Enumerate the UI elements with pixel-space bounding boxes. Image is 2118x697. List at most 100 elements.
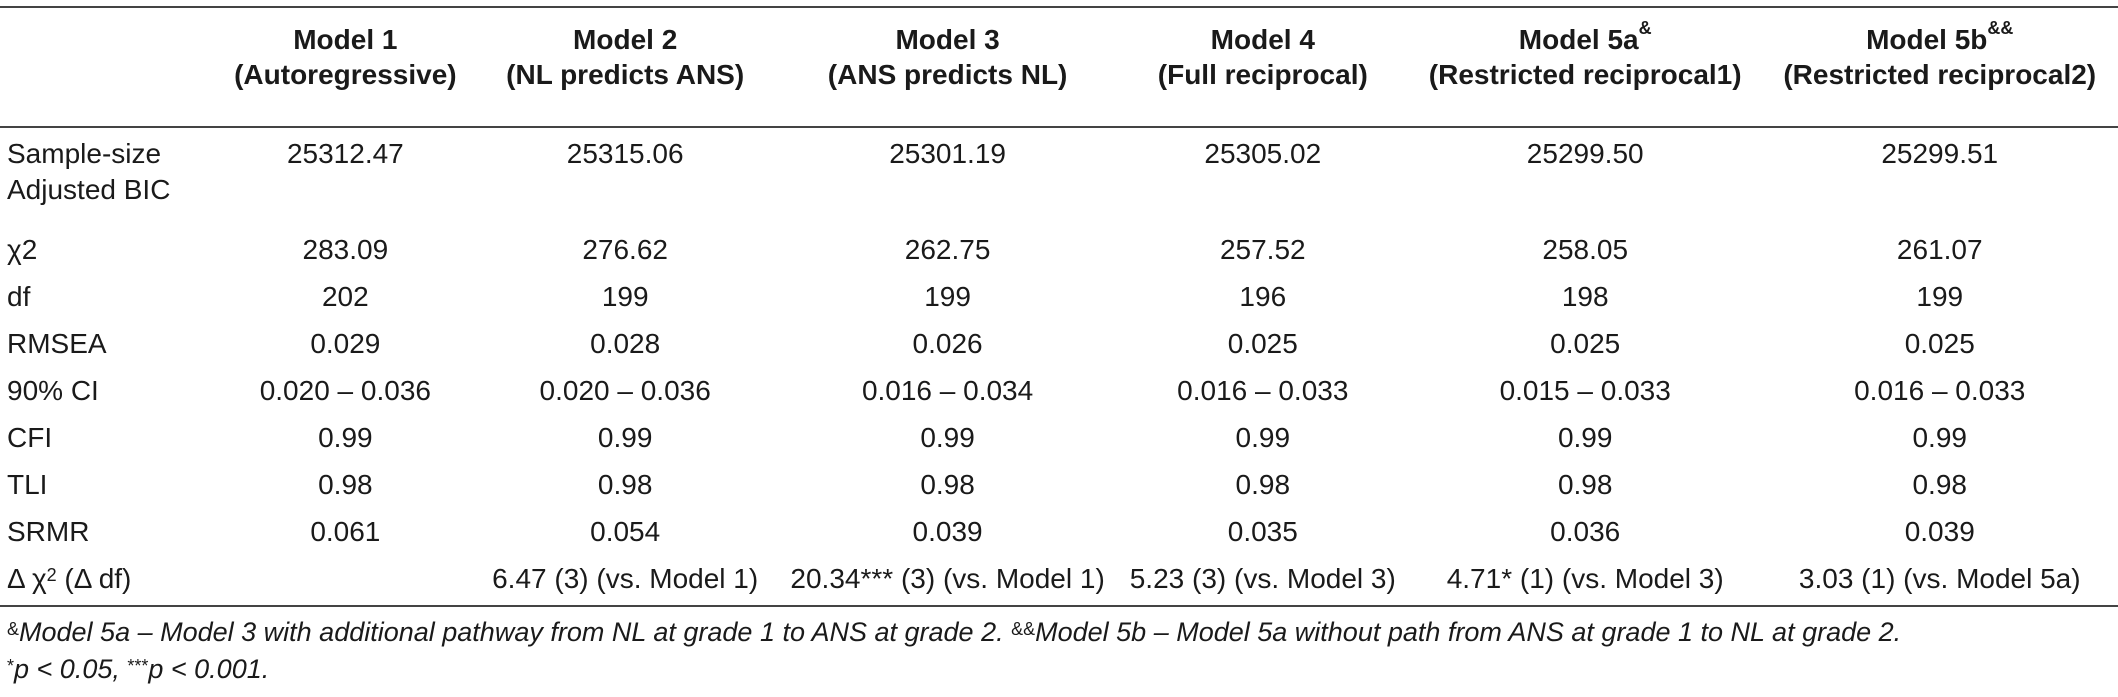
table-cell: 199	[601, 281, 649, 312]
table-cell: 4.71* (1) (vs. Model 3)	[1446, 563, 1724, 594]
row-label: χ2	[7, 234, 38, 265]
header-rule	[0, 126, 2118, 128]
table-cell: 276.62	[582, 234, 668, 265]
table-cell: 5.23 (3) (vs. Model 3)	[1129, 563, 1396, 594]
row-label: 90% CI	[7, 375, 99, 406]
row-label-line-2: Adjusted BIC	[7, 174, 171, 205]
table-cell: 0.025	[1227, 328, 1298, 359]
table-cell: 283.09	[302, 234, 389, 265]
table-row-cfi: CFI 0.99 0.99 0.99 0.99 0.99 0.99	[0, 415, 2118, 462]
table-cell: 0.99	[1912, 422, 1967, 453]
row-label: SRMR	[7, 516, 90, 547]
footnote-mark: &&	[1987, 18, 2014, 38]
footnote-text: Model 5b – Model 5a without path from AN…	[1035, 617, 1902, 647]
column-name: Model 1	[293, 24, 398, 55]
row-label: RMSEA	[7, 328, 107, 359]
table-cell: 25299.51	[1881, 138, 1999, 169]
table-cell: 25312.47	[286, 138, 404, 169]
row-label: TLI	[7, 469, 48, 500]
table-cell: 25315.06	[566, 138, 684, 169]
table-cell: 0.99	[1235, 422, 1291, 453]
row-label: Δ χ2 (Δ df)	[0, 556, 219, 603]
footnote-text: p < 0.05,	[14, 654, 128, 684]
model-fit-table: Model 1 (Autoregressive) Model 2 (NL pre…	[0, 8, 2118, 603]
table-cell: 3.03 (1) (vs. Model 5a)	[1798, 563, 2081, 594]
table-row-chi-square: χ2 283.09 276.62 262.75 257.52 258.05 26…	[0, 227, 2118, 274]
table-cell: 0.026	[912, 328, 983, 359]
column-header-model-3: Model 3 (ANS predicts NL)	[779, 8, 1117, 126]
table-cell: 20.34*** (3) (vs. Model 1)	[790, 563, 1105, 594]
table-cell: 0.016 – 0.034	[861, 375, 1034, 406]
table-row-tli: TLI 0.98 0.98 0.98 0.98 0.98 0.98	[0, 462, 2118, 509]
table-cell: 202	[321, 281, 369, 312]
table-row-srmr: SRMR 0.061 0.054 0.039 0.035 0.036 0.039	[0, 509, 2118, 556]
table-footnotes: &Model 5a – Model 3 with additional path…	[7, 614, 2112, 688]
footnote-text: Model 5a – Model 3 with additional pathw…	[19, 617, 1004, 647]
table-row-bic: Sample-size Adjusted BIC 25312.47 25315.…	[0, 126, 2118, 227]
table-cell: 257.52	[1219, 234, 1306, 265]
column-header-model-5a: Model 5a& (Restricted reciprocal1)	[1409, 8, 1762, 126]
table-cell: 0.025	[1550, 328, 1621, 359]
footnote-mark: ***	[127, 656, 149, 676]
table-cell: 0.98	[597, 469, 653, 500]
footnote-mark: *	[7, 656, 15, 676]
table-row-rmsea: RMSEA 0.029 0.028 0.026 0.025 0.025 0.02…	[0, 321, 2118, 368]
corner-cell	[0, 8, 219, 126]
bottom-rule	[0, 605, 2118, 607]
table-cell: 199	[924, 281, 971, 312]
table-cell: 199	[1916, 281, 1964, 312]
table-cell: 198	[1561, 281, 1609, 312]
table-cell: 196	[1239, 281, 1287, 312]
table-cell: 25299.50	[1526, 138, 1644, 169]
table-cell: 6.47 (3) (vs. Model 1)	[492, 563, 759, 594]
table-cell: 0.036	[1550, 516, 1621, 547]
footnote-mark: &	[1638, 18, 1652, 38]
table-cell: 0.016 – 0.033	[1854, 375, 2026, 406]
table-cell: 0.99	[597, 422, 653, 453]
table-cell: 0.016 – 0.033	[1177, 375, 1349, 406]
column-subtitle: (NL predicts ANS)	[506, 59, 745, 90]
row-label-line-1: Sample-size	[7, 138, 162, 169]
footnote-mark: &&	[1011, 619, 1036, 639]
column-subtitle: (Autoregressive)	[234, 59, 457, 90]
table-cell: 0.020 – 0.036	[259, 375, 431, 406]
table-cell: 0.98	[1557, 469, 1613, 500]
table-cell: 25301.19	[889, 138, 1006, 169]
table-cell: 0.039	[1904, 516, 1975, 547]
table-row-ci: 90% CI 0.020 – 0.036 0.020 – 0.036 0.016…	[0, 368, 2118, 415]
table-cell: 0.028	[590, 328, 661, 359]
column-subtitle: (ANS predicts NL)	[827, 59, 1068, 90]
table-cell	[219, 556, 472, 603]
row-label-suffix: (Δ df)	[56, 563, 132, 594]
column-header-model-2: Model 2 (NL predicts ANS)	[472, 8, 779, 126]
row-label-text: Δ χ	[7, 563, 47, 594]
table-cell: 0.061	[310, 516, 381, 547]
column-header-model-4: Model 4 (Full reciprocal)	[1117, 8, 1409, 126]
table-cell: 0.015 – 0.033	[1499, 375, 1671, 406]
footnote-mark: &	[7, 619, 20, 639]
header-row: Model 1 (Autoregressive) Model 2 (NL pre…	[0, 8, 2118, 126]
column-name: Model 5a	[1518, 24, 1639, 55]
table-cell: 258.05	[1542, 234, 1629, 265]
table-cell: 0.99	[318, 422, 373, 453]
table-cell: 0.039	[912, 516, 983, 547]
table-cell: 25305.02	[1204, 138, 1322, 169]
table-cell: 262.75	[904, 234, 991, 265]
column-subtitle: (Restricted reciprocal2)	[1783, 59, 2097, 90]
column-header-model-5b: Model 5b&& (Restricted reciprocal2)	[1761, 8, 2118, 126]
footnote-text: p < 0.001.	[148, 654, 270, 684]
table-cell: 261.07	[1896, 234, 1983, 265]
row-label: df	[7, 281, 31, 312]
row-label: Sample-size Adjusted BIC	[0, 126, 219, 227]
column-name: Model 5b	[1866, 24, 1988, 55]
column-header-model-1: Model 1 (Autoregressive)	[219, 8, 472, 126]
table-cell: 0.98	[318, 469, 373, 500]
table-cell: 0.020 – 0.036	[539, 375, 711, 406]
table-cell: 0.99	[1557, 422, 1613, 453]
top-rule	[0, 6, 2118, 8]
table-cell: 0.054	[590, 516, 661, 547]
table-row-df: df 202 199 199 196 198 199	[0, 274, 2118, 321]
row-label-superscript: 2	[46, 565, 57, 585]
column-name: Model 4	[1210, 24, 1315, 55]
